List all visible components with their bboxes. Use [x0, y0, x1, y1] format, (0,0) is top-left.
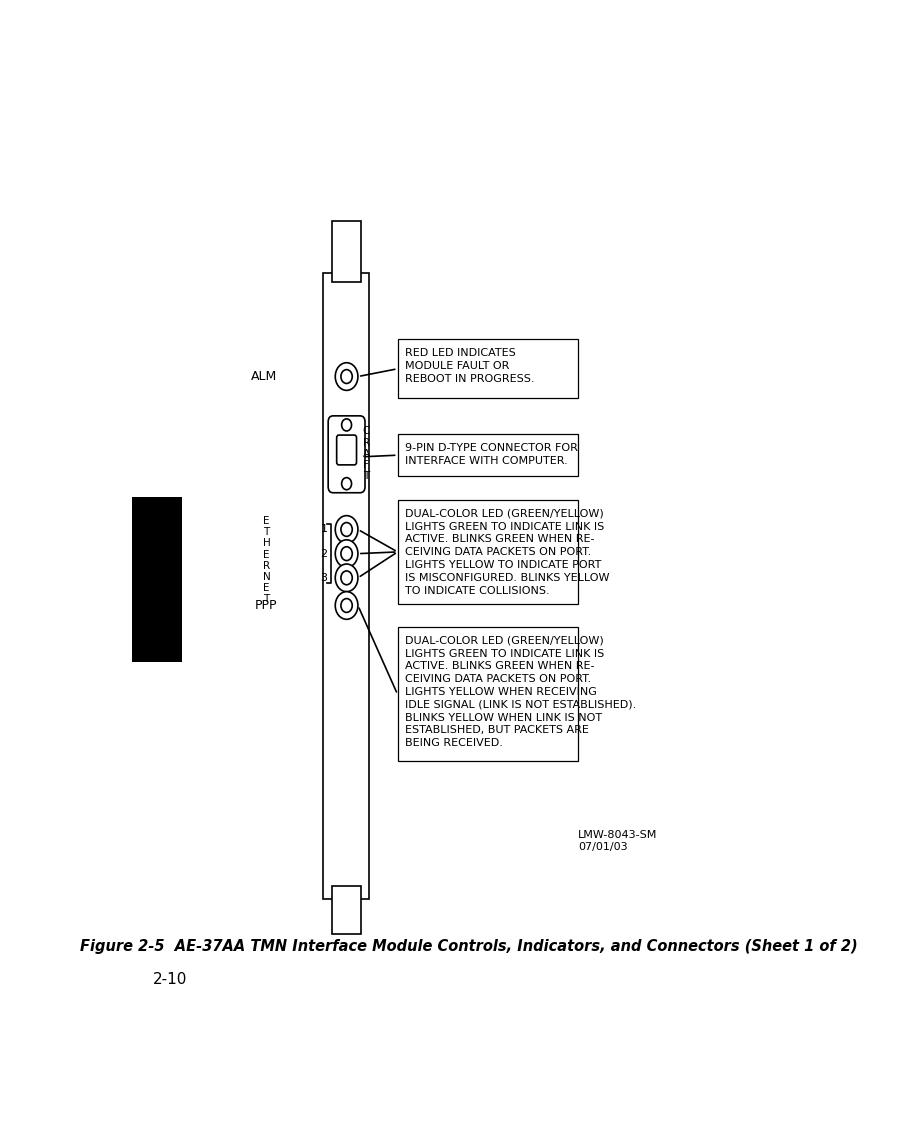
Text: PPP: PPP	[255, 599, 277, 611]
Circle shape	[335, 540, 358, 568]
Text: 9-PIN D-TYPE CONNECTOR FOR
INTERFACE WITH COMPUTER.: 9-PIN D-TYPE CONNECTOR FOR INTERFACE WIT…	[405, 443, 578, 466]
Circle shape	[335, 591, 358, 619]
Circle shape	[342, 419, 352, 431]
Circle shape	[341, 523, 352, 536]
Circle shape	[335, 362, 358, 390]
Text: E: E	[263, 583, 270, 594]
Circle shape	[335, 516, 358, 543]
Text: ALM: ALM	[251, 370, 277, 383]
Text: A: A	[363, 449, 370, 459]
Bar	[333, 221, 361, 282]
Text: E: E	[263, 550, 270, 560]
Circle shape	[341, 369, 352, 384]
Text: N: N	[262, 572, 271, 582]
Bar	[398, 627, 579, 761]
Text: E: E	[263, 516, 270, 526]
Circle shape	[342, 478, 352, 489]
Text: LMW-8043-SM
07/01/03: LMW-8043-SM 07/01/03	[579, 830, 657, 852]
Bar	[333, 886, 361, 934]
Text: 3: 3	[321, 573, 327, 582]
FancyBboxPatch shape	[328, 416, 365, 493]
Bar	[398, 434, 579, 476]
FancyBboxPatch shape	[336, 435, 356, 465]
Text: T: T	[263, 595, 270, 605]
Text: R: R	[263, 561, 271, 571]
Text: DUAL-COLOR LED (GREEN/YELLOW)
LIGHTS GREEN TO INDICATE LINK IS
ACTIVE. BLINKS GR: DUAL-COLOR LED (GREEN/YELLOW) LIGHTS GRE…	[405, 508, 609, 596]
Circle shape	[335, 564, 358, 591]
Circle shape	[341, 598, 352, 613]
Text: RED LED INDICATES
MODULE FAULT OR
REBOOT IN PROGRESS.: RED LED INDICATES MODULE FAULT OR REBOOT…	[405, 348, 534, 384]
Bar	[132, 497, 182, 662]
Text: 2: 2	[320, 549, 327, 559]
Text: Figure 2-5  AE-37AA TMN Interface Module Controls, Indicators, and Connectors (S: Figure 2-5 AE-37AA TMN Interface Module …	[80, 939, 857, 954]
Text: C: C	[363, 426, 370, 436]
Text: 1: 1	[321, 524, 327, 534]
Text: R: R	[363, 438, 370, 448]
Circle shape	[341, 571, 352, 585]
Text: H: H	[262, 539, 271, 549]
Bar	[324, 273, 369, 899]
Text: F: F	[364, 460, 369, 470]
Bar	[398, 339, 579, 398]
Text: 2-10: 2-10	[154, 972, 187, 987]
Text: T: T	[263, 527, 270, 537]
Text: DUAL-COLOR LED (GREEN/YELLOW)
LIGHTS GREEN TO INDICATE LINK IS
ACTIVE. BLINKS GR: DUAL-COLOR LED (GREEN/YELLOW) LIGHTS GRE…	[405, 636, 636, 748]
Text: T: T	[363, 471, 369, 481]
Circle shape	[341, 546, 352, 561]
Bar	[398, 500, 579, 604]
